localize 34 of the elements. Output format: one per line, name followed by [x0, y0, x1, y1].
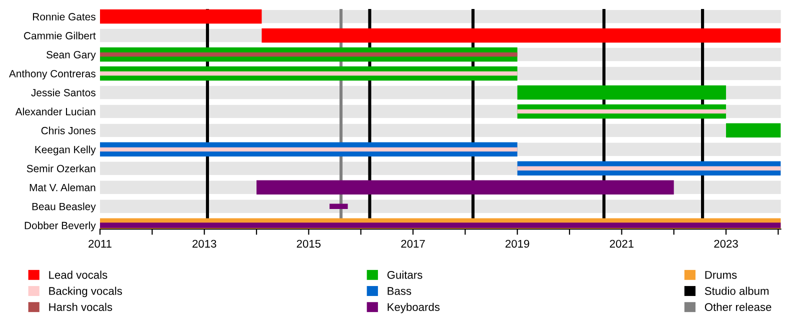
y-tick-label: Alexander Lucian — [15, 108, 96, 116]
y-tick-label: Keegan Kelly — [35, 146, 96, 156]
x-tick-label: 2015 — [296, 240, 321, 248]
legend-label: Backing vocals — [49, 286, 122, 298]
legend-label: Lead vocals — [49, 270, 108, 279]
legend-label: Harsh vocals — [49, 302, 112, 312]
x-tick-label: 2013 — [192, 240, 216, 248]
bar — [517, 85, 726, 100]
x-tick-label: 2017 — [401, 240, 425, 248]
y-tick-label: Sean Gary — [46, 51, 96, 60]
legend-label: Drums — [705, 271, 737, 279]
y-tick-label: Semir Ozerkan — [26, 164, 96, 172]
bar — [517, 109, 726, 114]
y-tick-label: Anthony Contreras — [9, 70, 96, 80]
y-tick-label: Ronnie Gates — [32, 12, 96, 20]
y-tick-label: Jessie Santos — [31, 88, 96, 96]
legend-label: Keyboards — [388, 302, 440, 314]
x-tick-label: 2021 — [610, 240, 634, 248]
x-tick-label: 2019 — [506, 240, 530, 248]
y-tick-label: Dobber Beverly — [24, 222, 96, 232]
y-tick-label: Chris Jones — [41, 126, 96, 134]
legend-label: Bass — [388, 287, 412, 295]
y-tick-label: Mat V. Aleman — [30, 184, 96, 192]
legend-label: Studio album — [704, 286, 769, 295]
legend-label: Other release — [704, 302, 772, 312]
bar — [517, 166, 781, 170]
bar — [100, 9, 262, 24]
bar — [330, 204, 348, 209]
y-tick-label: Cammie Gilbert — [24, 32, 96, 40]
y-tick-label: Beau Beasley — [32, 202, 96, 212]
x-tick-label: 2023 — [714, 240, 738, 248]
legend-label: Guitars — [387, 270, 422, 279]
bar — [726, 123, 781, 138]
x-tick-label: 2011 — [88, 240, 112, 248]
